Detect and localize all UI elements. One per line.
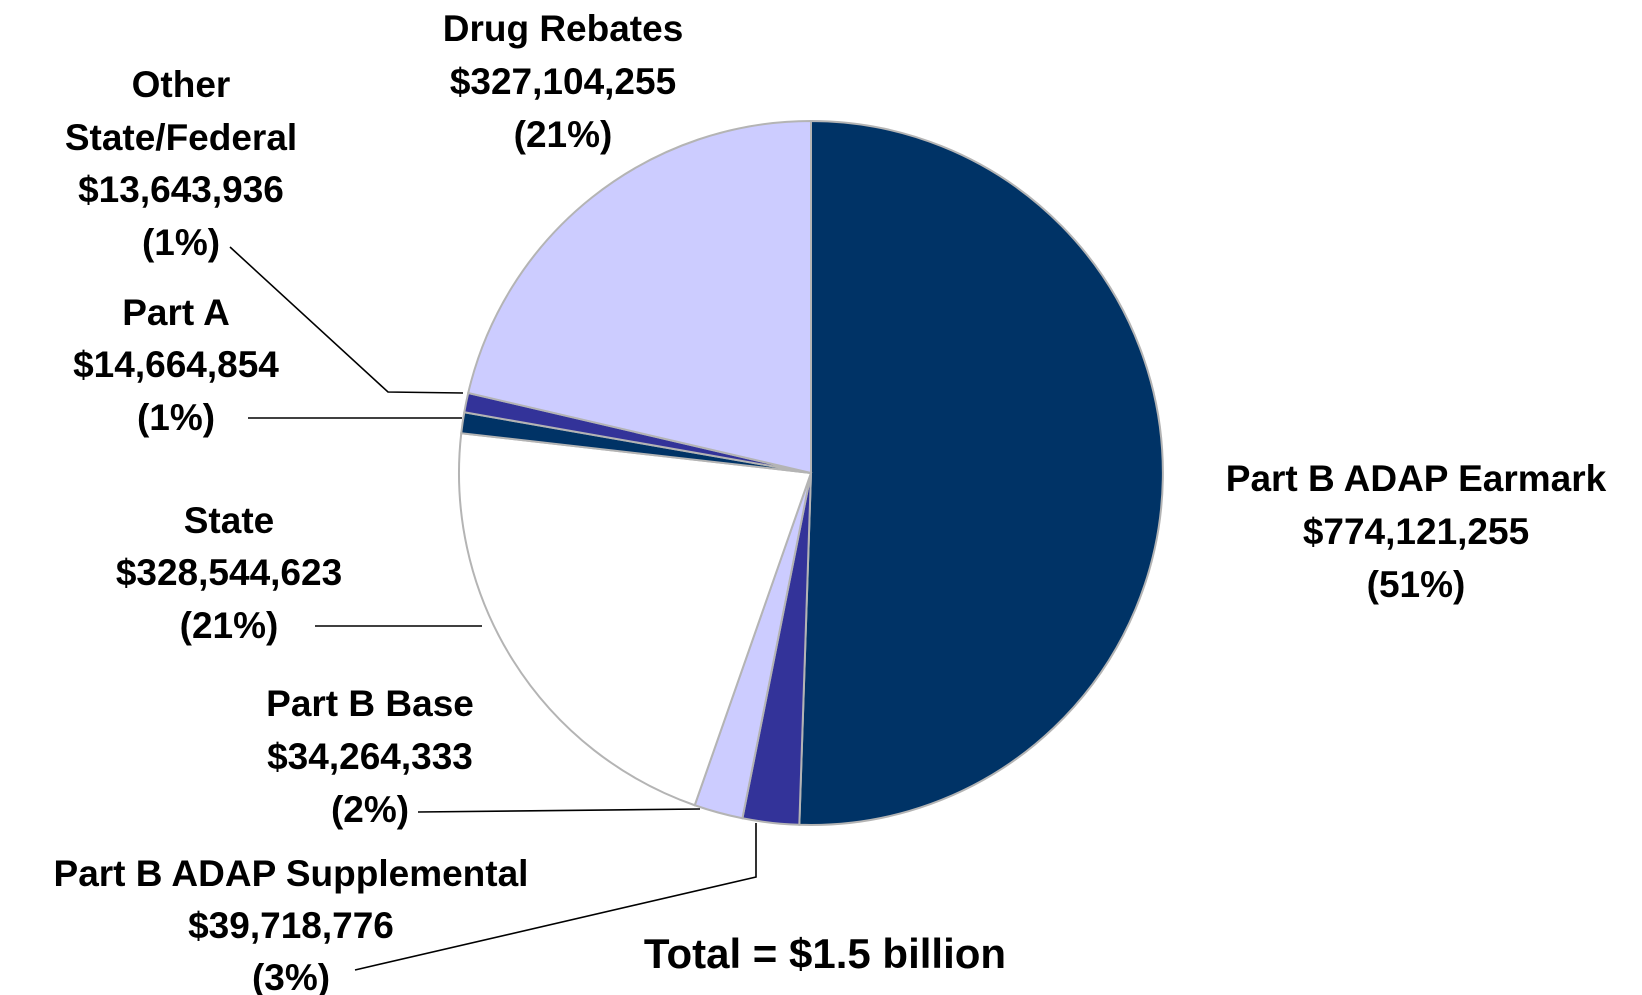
label-part-b-adap-earmark-value: $774,121,255 [1303,511,1529,552]
label-drug-rebates-name: Drug Rebates [443,8,684,49]
leader-line-other-state-federal [229,246,464,394]
label-part-b-adap-earmark: Part B ADAP Earmark $774,121,255 (51%) [1226,458,1607,605]
label-other-state-federal-percent: (1%) [142,222,220,263]
label-state: State $328,544,623 (21%) [116,500,342,646]
total-label: Total = $1.5 billion [644,930,1006,977]
label-drug-rebates-value: $327,104,255 [450,61,676,102]
label-other-state-federal-name-line2: State/Federal [65,117,297,158]
label-part-a: Part A $14,664,854 (1%) [73,292,279,438]
pie-slice-drug-rebates [467,119,812,475]
label-part-a-value: $14,664,854 [73,344,279,385]
pie-slices [458,119,1164,826]
label-part-b-base-value: $34,264,333 [267,736,473,777]
leader-line-part-b-base [417,808,701,813]
label-other-state-federal-name-line1: Other [132,64,231,105]
pie-slice-part-b-adap-earmark [798,119,1164,826]
label-state-name: State [184,500,274,541]
label-part-b-adap-earmark-name: Part B ADAP Earmark [1226,458,1607,499]
label-state-percent: (21%) [180,605,279,646]
label-part-b-adap-earmark-percent: (51%) [1367,564,1466,605]
label-other-state-federal: Other State/Federal $13,643,936 (1%) [65,64,297,263]
label-part-b-adap-supplemental-percent: (3%) [252,957,330,995]
label-state-value: $328,544,623 [116,552,342,593]
label-drug-rebates: Drug Rebates $327,104,255 (21%) [443,8,684,155]
label-part-b-adap-supplemental-name: Part B ADAP Supplemental [54,853,529,894]
label-part-b-base-name: Part B Base [266,683,474,724]
label-part-a-percent: (1%) [137,397,215,438]
label-part-b-base: Part B Base $34,264,333 (2%) [266,683,474,830]
pie-slice-state [458,432,813,807]
leader-line-part-b-adap-supplemental [354,823,757,971]
label-part-a-name: Part A [122,292,230,333]
label-part-b-adap-supplemental: Part B ADAP Supplemental $39,718,776 (3%… [54,853,529,995]
label-part-b-base-percent: (2%) [331,789,409,830]
label-other-state-federal-value: $13,643,936 [78,169,284,210]
label-drug-rebates-percent: (21%) [514,114,613,155]
label-part-b-adap-supplemental-value: $39,718,776 [188,905,394,946]
